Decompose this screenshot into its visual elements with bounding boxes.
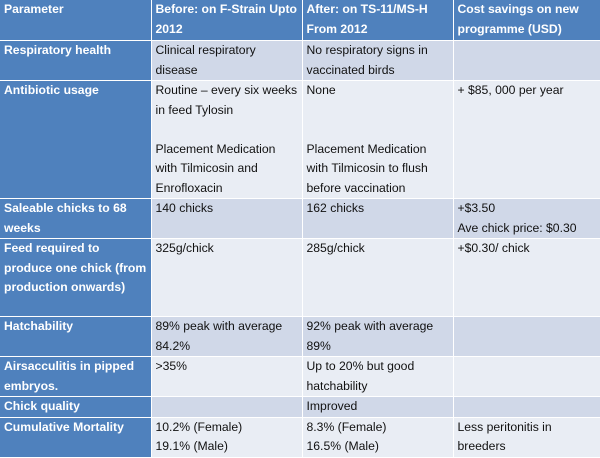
after-cell: 162 chicks bbox=[302, 198, 454, 239]
after-cell: Improved bbox=[302, 396, 454, 418]
cell-text: +$3.50 bbox=[457, 201, 496, 215]
cell-spacer bbox=[307, 120, 449, 140]
row-parameter: Antibiotic usage bbox=[0, 80, 152, 199]
cell-text: 92% peak with average 89% bbox=[306, 319, 434, 353]
before-cell: Clinical respiratory disease bbox=[151, 40, 303, 81]
cell-text: Improved bbox=[306, 399, 358, 413]
row-parameter: Airsacculitis in pipped embryos. bbox=[0, 356, 152, 397]
before-cell: Routine – every six weeks in feed Tylosi… bbox=[151, 80, 303, 199]
row-parameter: Hatchability bbox=[0, 316, 152, 357]
table-row: Airsacculitis in pipped embryos. >35% Up… bbox=[0, 356, 600, 397]
savings-cell bbox=[453, 40, 600, 81]
row-parameter: Cumulative Mortality bbox=[0, 417, 152, 458]
cell-text: No respiratory signs in vaccinated birds bbox=[306, 43, 428, 77]
after-cell: Up to 20% but good hatchability bbox=[302, 356, 454, 397]
row-parameter: Chick quality bbox=[0, 396, 152, 418]
table-row: Saleable chicks to 68 weeks 140 chicks 1… bbox=[0, 198, 600, 239]
header-parameter: Parameter bbox=[0, 0, 152, 41]
row-parameter: Saleable chicks to 68 weeks bbox=[0, 198, 152, 239]
savings-cell: + $85, 000 per year bbox=[453, 80, 600, 199]
savings-cell bbox=[453, 356, 600, 397]
table-row: Respiratory health Clinical respiratory … bbox=[0, 40, 600, 81]
cell-text: 285g/chick bbox=[306, 241, 365, 255]
table-row: Cumulative Mortality 10.2% (Female) 19.1… bbox=[0, 417, 600, 458]
cell-text: Routine – every six weeks in feed Tylosi… bbox=[155, 83, 298, 117]
cell-text: Placement Medication with Tilmicosin and… bbox=[155, 141, 276, 195]
cell-text: 140 chicks bbox=[155, 201, 214, 215]
cell-text: Clinical respiratory disease bbox=[155, 43, 256, 77]
cell-text: 8.3% (Female) bbox=[306, 419, 387, 434]
before-cell bbox=[151, 396, 303, 418]
cell-text: Ave chick price: $0.30 bbox=[457, 220, 577, 235]
after-cell: None Placement Medication with Tilmicosi… bbox=[302, 80, 454, 199]
cell-text: Placement Medication with Tilmicosin to … bbox=[306, 141, 428, 195]
savings-cell: +$0.30/ chick bbox=[453, 238, 600, 317]
header-after: After: on TS-11/MS-H From 2012 bbox=[302, 0, 454, 41]
savings-cell bbox=[453, 316, 600, 357]
savings-cell: Less peritonitis in breeders bbox=[453, 417, 600, 458]
cell-text: 89% peak with average 84.2% bbox=[155, 319, 283, 353]
after-cell: 92% peak with average 89% bbox=[302, 316, 454, 357]
cell-text: 19.1% (Male) bbox=[155, 439, 228, 453]
row-parameter: Respiratory health bbox=[0, 40, 152, 81]
cell-text: 162 chicks bbox=[306, 201, 365, 215]
table-row: Antibiotic usage Routine – every six wee… bbox=[0, 80, 600, 199]
before-cell: 89% peak with average 84.2% bbox=[151, 316, 303, 357]
cell-spacer bbox=[307, 101, 449, 121]
cell-text: +$0.30/ chick bbox=[457, 241, 530, 255]
header-row: Parameter Before: on F-Strain Upto 2012 … bbox=[0, 0, 600, 41]
cell-text: None bbox=[306, 83, 336, 97]
cell-text: + $85, 000 per year bbox=[457, 83, 564, 97]
table-row: Feed required to produce one chick (from… bbox=[0, 238, 600, 317]
cell-text: 325g/chick bbox=[155, 241, 214, 255]
header-cost-savings: Cost savings on new programme (USD) bbox=[453, 0, 600, 41]
cell-spacer bbox=[156, 120, 298, 140]
table-row: Chick quality Improved bbox=[0, 396, 600, 418]
cell-text: 10.2% (Female) bbox=[155, 419, 243, 434]
table-row: Hatchability 89% peak with average 84.2%… bbox=[0, 316, 600, 357]
after-cell: No respiratory signs in vaccinated birds bbox=[302, 40, 454, 81]
header-before: Before: on F-Strain Upto 2012 bbox=[151, 0, 303, 41]
cell-text: 16.5% (Male) bbox=[306, 439, 379, 453]
after-cell: 8.3% (Female) 16.5% (Male) bbox=[302, 417, 454, 458]
after-cell: 285g/chick bbox=[302, 238, 454, 317]
savings-cell: +$3.50 Ave chick price: $0.30 bbox=[453, 198, 600, 239]
before-cell: >35% bbox=[151, 356, 303, 397]
savings-cell bbox=[453, 396, 600, 418]
before-cell: 325g/chick bbox=[151, 238, 303, 317]
row-parameter: Feed required to produce one chick (from… bbox=[0, 238, 152, 317]
before-cell: 140 chicks bbox=[151, 198, 303, 239]
before-cell: 10.2% (Female) 19.1% (Male) bbox=[151, 417, 303, 458]
cell-text: >35% bbox=[155, 359, 188, 373]
cell-text: Less peritonitis in breeders bbox=[457, 419, 552, 454]
cell-text: Up to 20% but good hatchability bbox=[306, 359, 415, 393]
